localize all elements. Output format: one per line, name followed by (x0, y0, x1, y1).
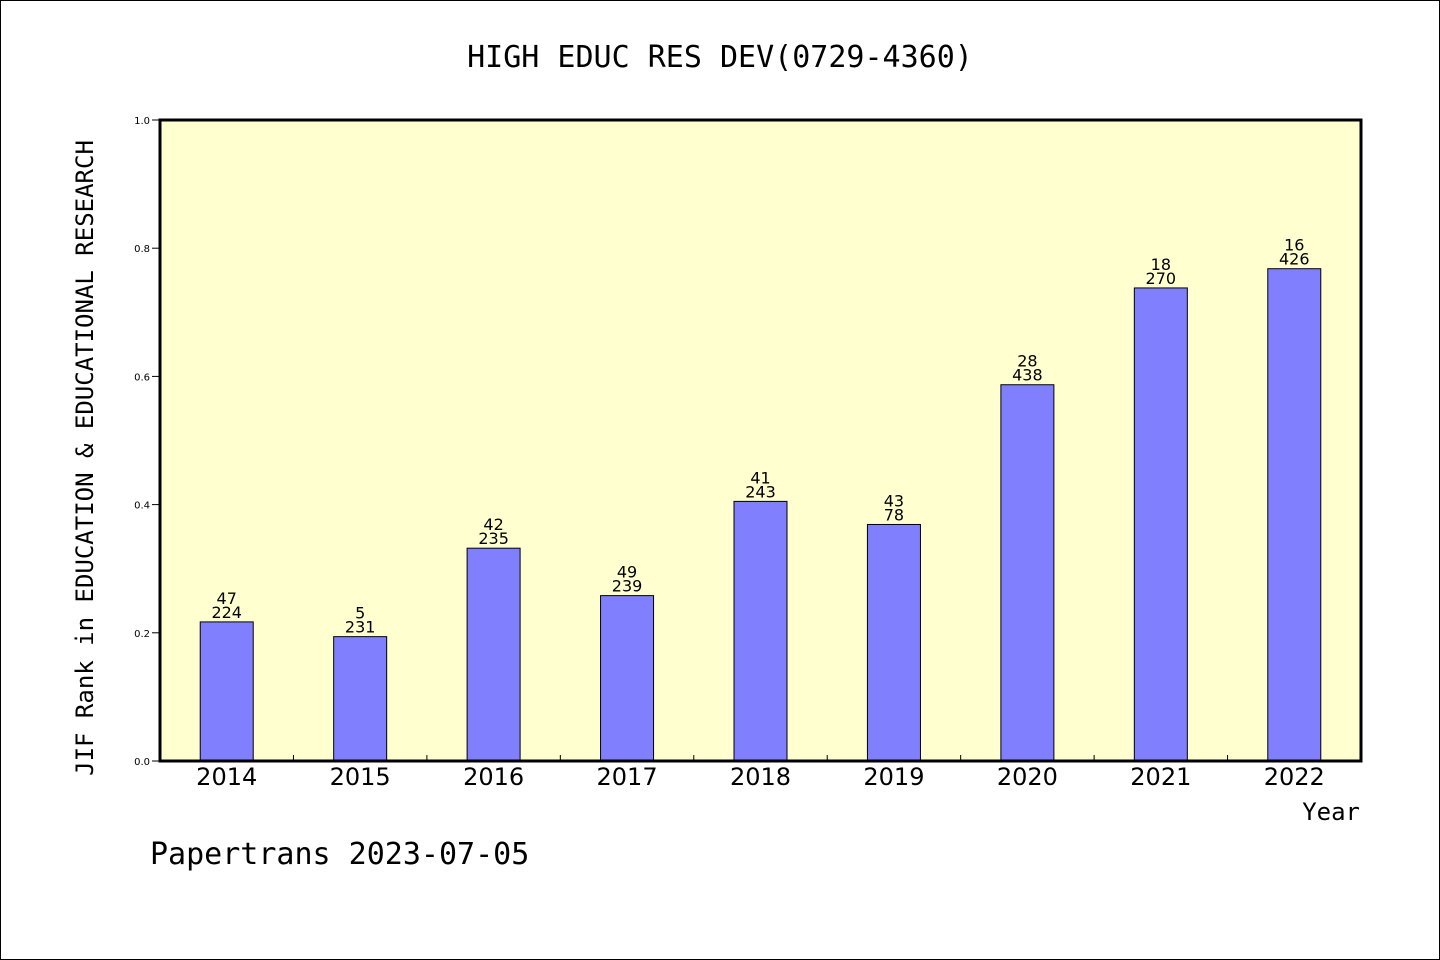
y-axis-label: JIF Rank in EDUCATION & EDUCATIONAL RESE… (71, 140, 99, 776)
data-label-top: 5 (355, 604, 365, 623)
data-label-top: 49 (617, 563, 637, 582)
data-label-top: 18 (1151, 255, 1171, 274)
data-label-bottom: 231 (345, 618, 376, 637)
y-tick-label: 1.0 (134, 116, 150, 127)
data-label-top: 42 (483, 515, 503, 534)
x-tick-label: 2021 (1130, 763, 1191, 791)
plot-border (158, 118, 1363, 763)
bar-2022 (1267, 268, 1322, 762)
data-label-bottom: 224 (211, 603, 242, 622)
footer-text: Papertrans 2023-07-05 (150, 837, 529, 872)
data-label-top: 28 (1017, 352, 1037, 371)
data-label-top: 41 (750, 468, 770, 487)
data-label-bottom: 243 (745, 482, 776, 501)
y-tick-label: 0.4 (134, 501, 150, 512)
x-tick-label: 2022 (1264, 763, 1325, 791)
data-label-bottom: 426 (1279, 250, 1310, 269)
x-axis-ticks: 2014 2015 2016 2017 2018 2019 2020 2021 2022 (196, 755, 1325, 791)
bar-2019 (866, 523, 921, 762)
x-tick-label: 2019 (863, 763, 924, 791)
y-tick-label: 0.6 (134, 372, 150, 383)
data-label-bottom: 270 (1146, 269, 1177, 288)
bar-2014 (199, 621, 254, 762)
bar-2017 (600, 595, 655, 762)
x-tick-label: 2016 (463, 763, 524, 791)
bar-2016 (466, 547, 521, 762)
x-tick-label: 2020 (997, 763, 1058, 791)
bars (199, 268, 1322, 762)
data-label-bottom: 239 (612, 577, 643, 596)
x-axis-label: Year (1302, 798, 1360, 826)
data-label-bottom: 78 (884, 505, 904, 524)
data-label-bottom: 438 (1012, 366, 1043, 385)
y-tick-label: 0.8 (134, 244, 150, 255)
data-label-top: 47 (217, 589, 237, 608)
x-tick-label: 2014 (196, 763, 257, 791)
x-tick-label: 2017 (597, 763, 658, 791)
y-tick-label: 0.0 (134, 757, 150, 768)
y-axis-ticks: 0.0 0.2 0.4 0.6 0.8 1.0 (134, 116, 160, 768)
bar-2020 (1000, 384, 1055, 762)
data-label-bottom: 235 (478, 529, 509, 548)
chart-title: HIGH EDUC RES DEV(0729-4360) (467, 40, 973, 75)
data-label-top: 16 (1284, 236, 1304, 255)
bar-2015 (333, 636, 388, 762)
y-tick-label: 0.2 (134, 629, 150, 640)
data-label-top: 43 (884, 491, 904, 510)
bar-2018 (733, 500, 788, 762)
x-tick-label: 2015 (330, 763, 391, 791)
x-tick-label: 2018 (730, 763, 791, 791)
bar-2021 (1133, 287, 1188, 762)
